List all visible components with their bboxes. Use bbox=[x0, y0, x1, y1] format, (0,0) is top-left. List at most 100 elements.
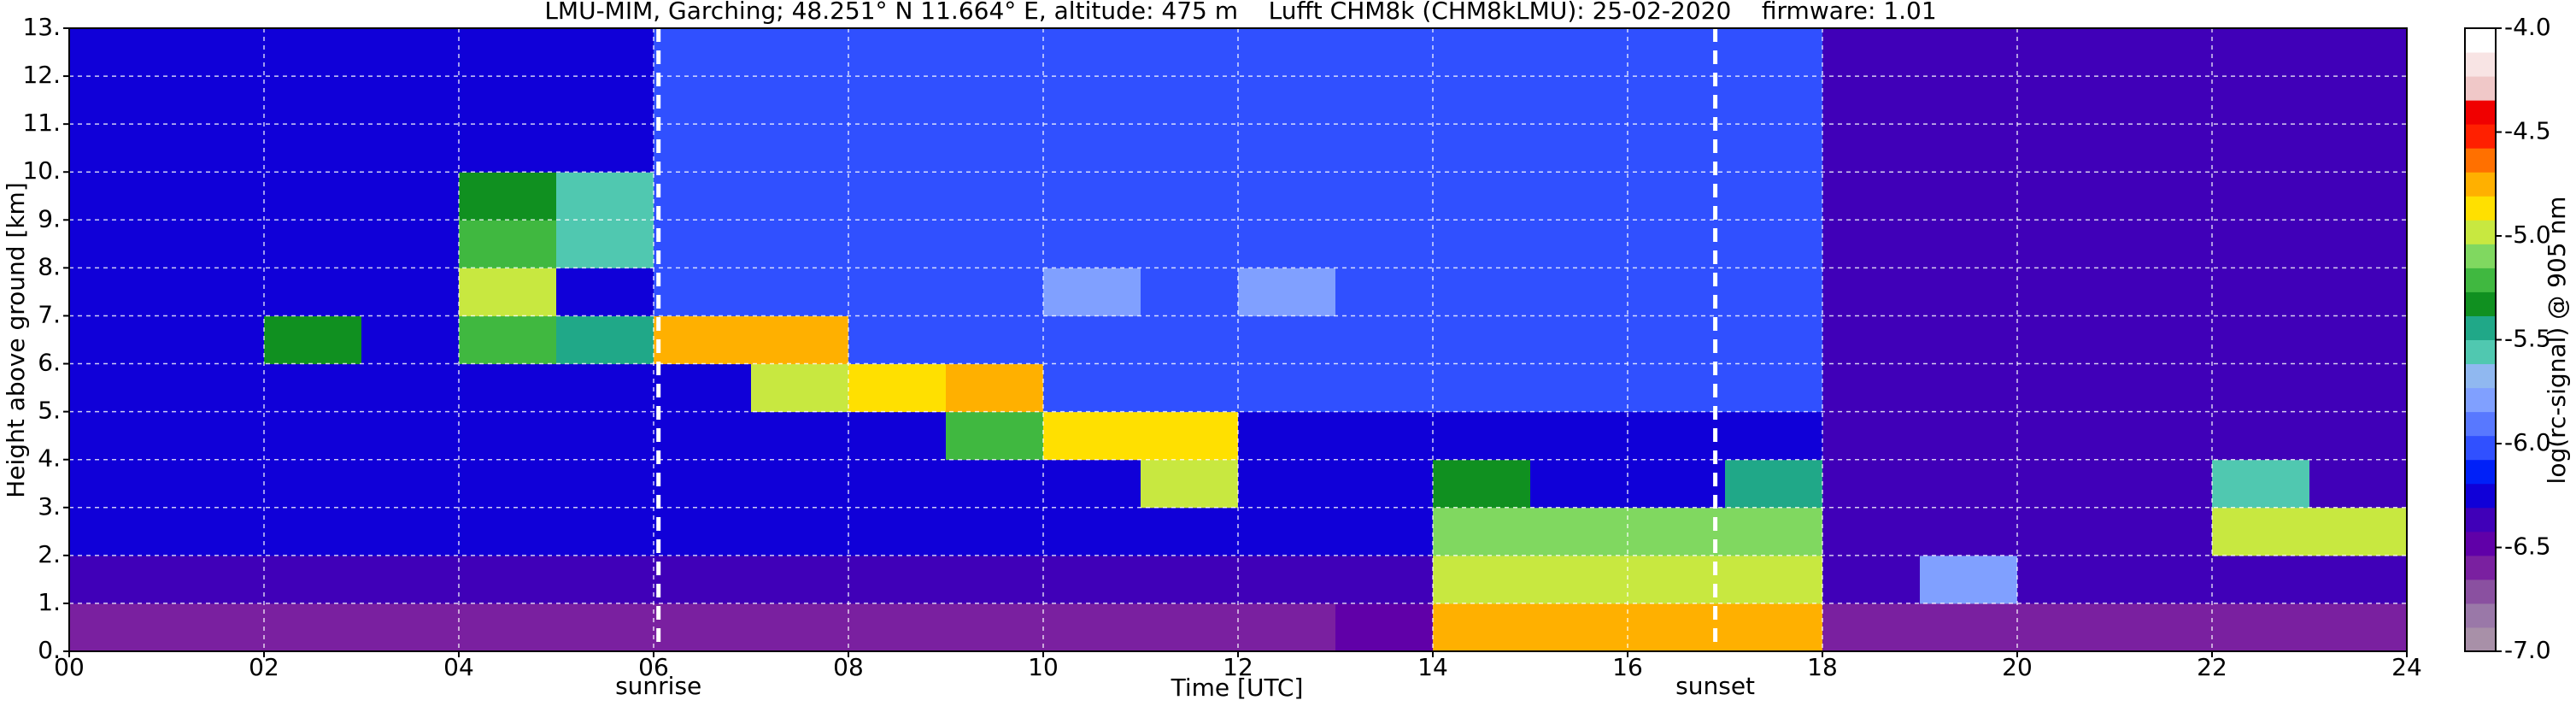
heat-cell bbox=[1433, 363, 1531, 413]
heat-cell bbox=[1725, 76, 1823, 125]
heat-cell bbox=[264, 459, 362, 509]
heat-cell bbox=[654, 459, 752, 509]
colorbar-segment bbox=[2465, 220, 2496, 244]
heat-cell bbox=[167, 411, 265, 461]
heat-cell bbox=[848, 76, 947, 125]
heat-cell bbox=[751, 315, 849, 365]
heat-cell bbox=[848, 459, 947, 509]
heat-cell bbox=[1628, 220, 1726, 268]
colorbar-segment bbox=[2465, 603, 2496, 628]
heat-cell bbox=[69, 268, 167, 316]
heat-cell bbox=[751, 220, 849, 268]
heat-cell bbox=[751, 459, 849, 509]
heat-cell bbox=[264, 315, 362, 365]
heat-cell bbox=[1530, 507, 1628, 556]
colorbar-segment bbox=[2465, 291, 2496, 316]
heat-cell bbox=[1920, 315, 2018, 365]
x-tick-label: 20 bbox=[2002, 653, 2033, 681]
heat-cell bbox=[654, 555, 752, 604]
heat-cell bbox=[2309, 220, 2408, 268]
colorbar-segment bbox=[2465, 315, 2496, 340]
colorbar-tick-label: -5.5 bbox=[2504, 325, 2551, 353]
y-tick-label: 1. bbox=[38, 588, 61, 616]
heat-cell bbox=[556, 603, 654, 652]
heat-cell bbox=[2115, 411, 2213, 461]
heat-cell bbox=[1433, 603, 1531, 652]
x-tick-label: 04 bbox=[443, 653, 474, 681]
heat-cell bbox=[1822, 315, 1921, 365]
heat-cell bbox=[2017, 172, 2115, 221]
y-tick-label: 5. bbox=[38, 397, 61, 425]
heat-cell bbox=[654, 28, 752, 77]
heat-cell bbox=[69, 363, 167, 413]
heat-cell bbox=[2309, 507, 2408, 556]
y-tick-label: 11. bbox=[22, 109, 61, 137]
heat-cell bbox=[1530, 363, 1628, 413]
x-tick-label: 08 bbox=[833, 653, 864, 681]
heat-cell bbox=[654, 172, 752, 221]
colorbar-segment bbox=[2465, 483, 2496, 509]
heat-cell bbox=[69, 459, 167, 509]
heat-cell bbox=[1043, 555, 1141, 604]
heat-cell bbox=[2017, 76, 2115, 125]
heat-cell bbox=[1043, 459, 1141, 509]
heat-cell bbox=[1433, 220, 1531, 268]
heat-cell bbox=[1725, 603, 1823, 652]
heat-cell bbox=[556, 315, 654, 365]
heat-cell bbox=[1043, 28, 1141, 77]
heat-cell bbox=[1628, 172, 1726, 221]
heat-cell bbox=[1725, 363, 1823, 413]
heat-cell bbox=[361, 220, 460, 268]
y-tick-label: 3. bbox=[38, 492, 61, 521]
heat-cell bbox=[264, 28, 362, 77]
heat-cell bbox=[167, 268, 265, 316]
colorbar-segment bbox=[2465, 100, 2496, 125]
colorbar-segment bbox=[2465, 627, 2496, 652]
heat-cell bbox=[1043, 76, 1141, 125]
heat-cell bbox=[361, 555, 460, 604]
heat-cell bbox=[1335, 172, 1434, 221]
heat-cell bbox=[2212, 124, 2310, 173]
colorbar-segment bbox=[2465, 507, 2496, 532]
heat-cell bbox=[1043, 411, 1141, 461]
heat-cell bbox=[946, 124, 1044, 173]
annotation-label: sunrise bbox=[615, 672, 701, 700]
heat-cell bbox=[1238, 555, 1336, 604]
heat-cell bbox=[361, 603, 460, 652]
heat-cell bbox=[946, 172, 1044, 221]
heat-cell bbox=[264, 76, 362, 125]
heat-cell bbox=[1920, 28, 2018, 77]
x-tick-label: 06 bbox=[638, 653, 669, 681]
heat-cell bbox=[264, 555, 362, 604]
heat-cell bbox=[654, 76, 752, 125]
heat-cell bbox=[1822, 268, 1921, 316]
heat-cell bbox=[556, 220, 654, 268]
colorbar-segment bbox=[2465, 76, 2496, 101]
heat-cell bbox=[459, 411, 557, 461]
heat-cell bbox=[1822, 363, 1921, 413]
colorbar-segment bbox=[2465, 435, 2496, 461]
heat-cell bbox=[2115, 76, 2213, 125]
heat-cell bbox=[1335, 124, 1434, 173]
heat-cell bbox=[1822, 603, 1921, 652]
heat-cell bbox=[459, 459, 557, 509]
heat-cell bbox=[2115, 363, 2213, 413]
heat-cell bbox=[1725, 268, 1823, 316]
heat-cell bbox=[2309, 555, 2408, 604]
heat-cell bbox=[556, 507, 654, 556]
colorbar-segment bbox=[2465, 579, 2496, 604]
heat-cell bbox=[361, 459, 460, 509]
heat-cell bbox=[946, 507, 1044, 556]
heat-cell bbox=[361, 268, 460, 316]
heat-cell bbox=[1920, 363, 2018, 413]
colorbar-tick-label: -4.0 bbox=[2504, 13, 2551, 41]
heat-cell bbox=[1920, 220, 2018, 268]
heat-cell bbox=[1433, 76, 1531, 125]
heat-cell bbox=[848, 363, 947, 413]
heat-cell bbox=[1920, 555, 2018, 604]
heat-cell bbox=[264, 172, 362, 221]
heat-cell bbox=[1530, 28, 1628, 77]
heat-cell bbox=[751, 268, 849, 316]
heat-cell bbox=[654, 220, 752, 268]
